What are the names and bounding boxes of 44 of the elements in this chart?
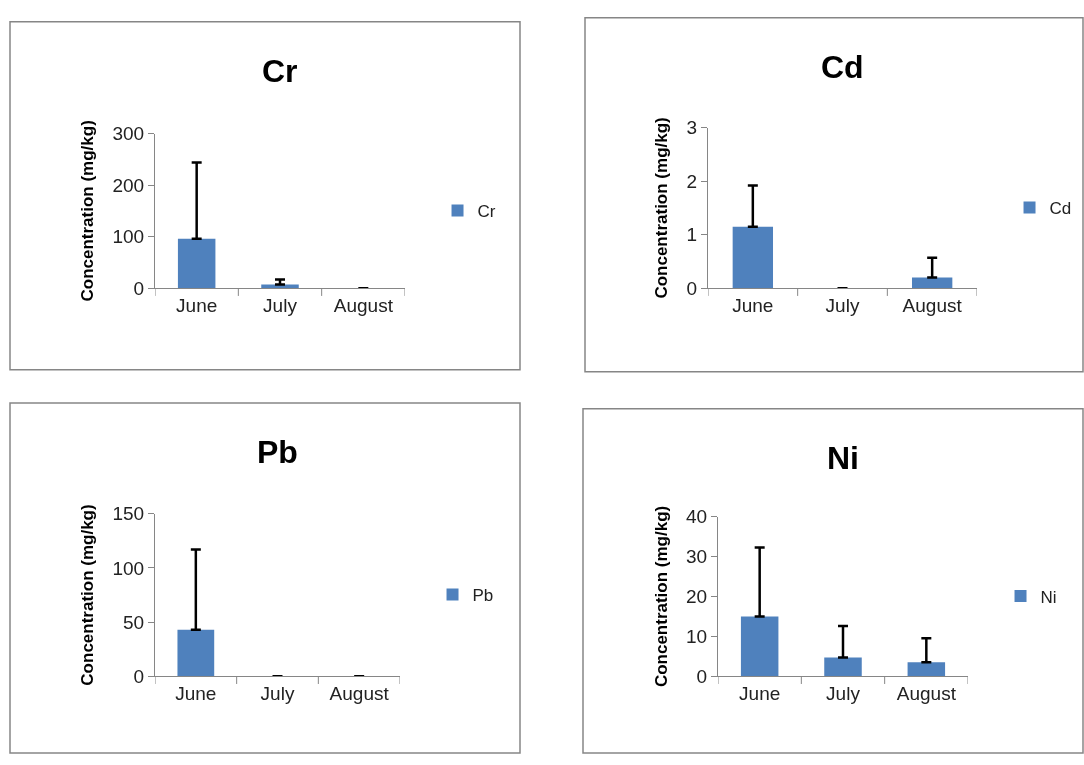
- legend-label: Ni: [1040, 587, 1057, 607]
- x-tick-label: August: [333, 294, 394, 316]
- legend-label: Cd: [1049, 199, 1072, 219]
- x-tick-label: July: [260, 683, 295, 704]
- x-tick-label: June: [175, 683, 217, 704]
- y-axis-title: Concentration (mg/kg): [78, 504, 98, 686]
- y-tick-label: 300: [112, 123, 145, 145]
- y-tick-label: 200: [112, 174, 145, 196]
- y-tick-label: 20: [686, 586, 708, 608]
- y-tick-label: 1: [686, 224, 698, 246]
- y-tick-label: 0: [686, 277, 698, 299]
- x-tick-label: July: [825, 294, 860, 316]
- y-tick-label: 50: [123, 611, 145, 633]
- y-tick-label: 100: [112, 226, 145, 248]
- y-axis-title: Concentration (mg/kg): [652, 117, 672, 299]
- y-tick-label: 10: [686, 625, 708, 647]
- bar: [824, 657, 862, 677]
- x-tick-label: July: [826, 683, 861, 704]
- y-tick-label: 150: [112, 503, 145, 525]
- x-tick-label: July: [263, 294, 298, 316]
- y-tick-label: 30: [686, 546, 708, 568]
- x-tick-label: August: [896, 683, 957, 704]
- y-axis-title: Concentration (mg/kg): [78, 120, 98, 302]
- x-tick-label: June: [732, 294, 774, 316]
- bar: [740, 616, 779, 677]
- chart-title: Cd: [821, 49, 864, 85]
- y-tick-label: 40: [686, 506, 708, 528]
- y-tick-label: 3: [686, 117, 698, 139]
- y-tick-label: 0: [696, 665, 708, 687]
- legend-label: Cr: [477, 202, 496, 222]
- y-axis-title: Concentration (mg/kg): [651, 505, 671, 688]
- y-tick-label: 0: [133, 665, 145, 687]
- x-tick-label: August: [902, 294, 963, 316]
- chart-title: Pb: [257, 434, 298, 470]
- x-tick-label: June: [739, 683, 781, 704]
- y-tick-label: 2: [686, 170, 698, 192]
- legend-label: Pb: [472, 586, 494, 606]
- chart-title: Cr: [262, 53, 298, 89]
- y-tick-label: 0: [133, 277, 145, 299]
- chart-title: Ni: [827, 440, 859, 476]
- x-tick-label: August: [329, 683, 390, 704]
- bar: [907, 662, 946, 677]
- x-tick-label: June: [176, 294, 218, 316]
- y-tick-label: 100: [112, 557, 145, 579]
